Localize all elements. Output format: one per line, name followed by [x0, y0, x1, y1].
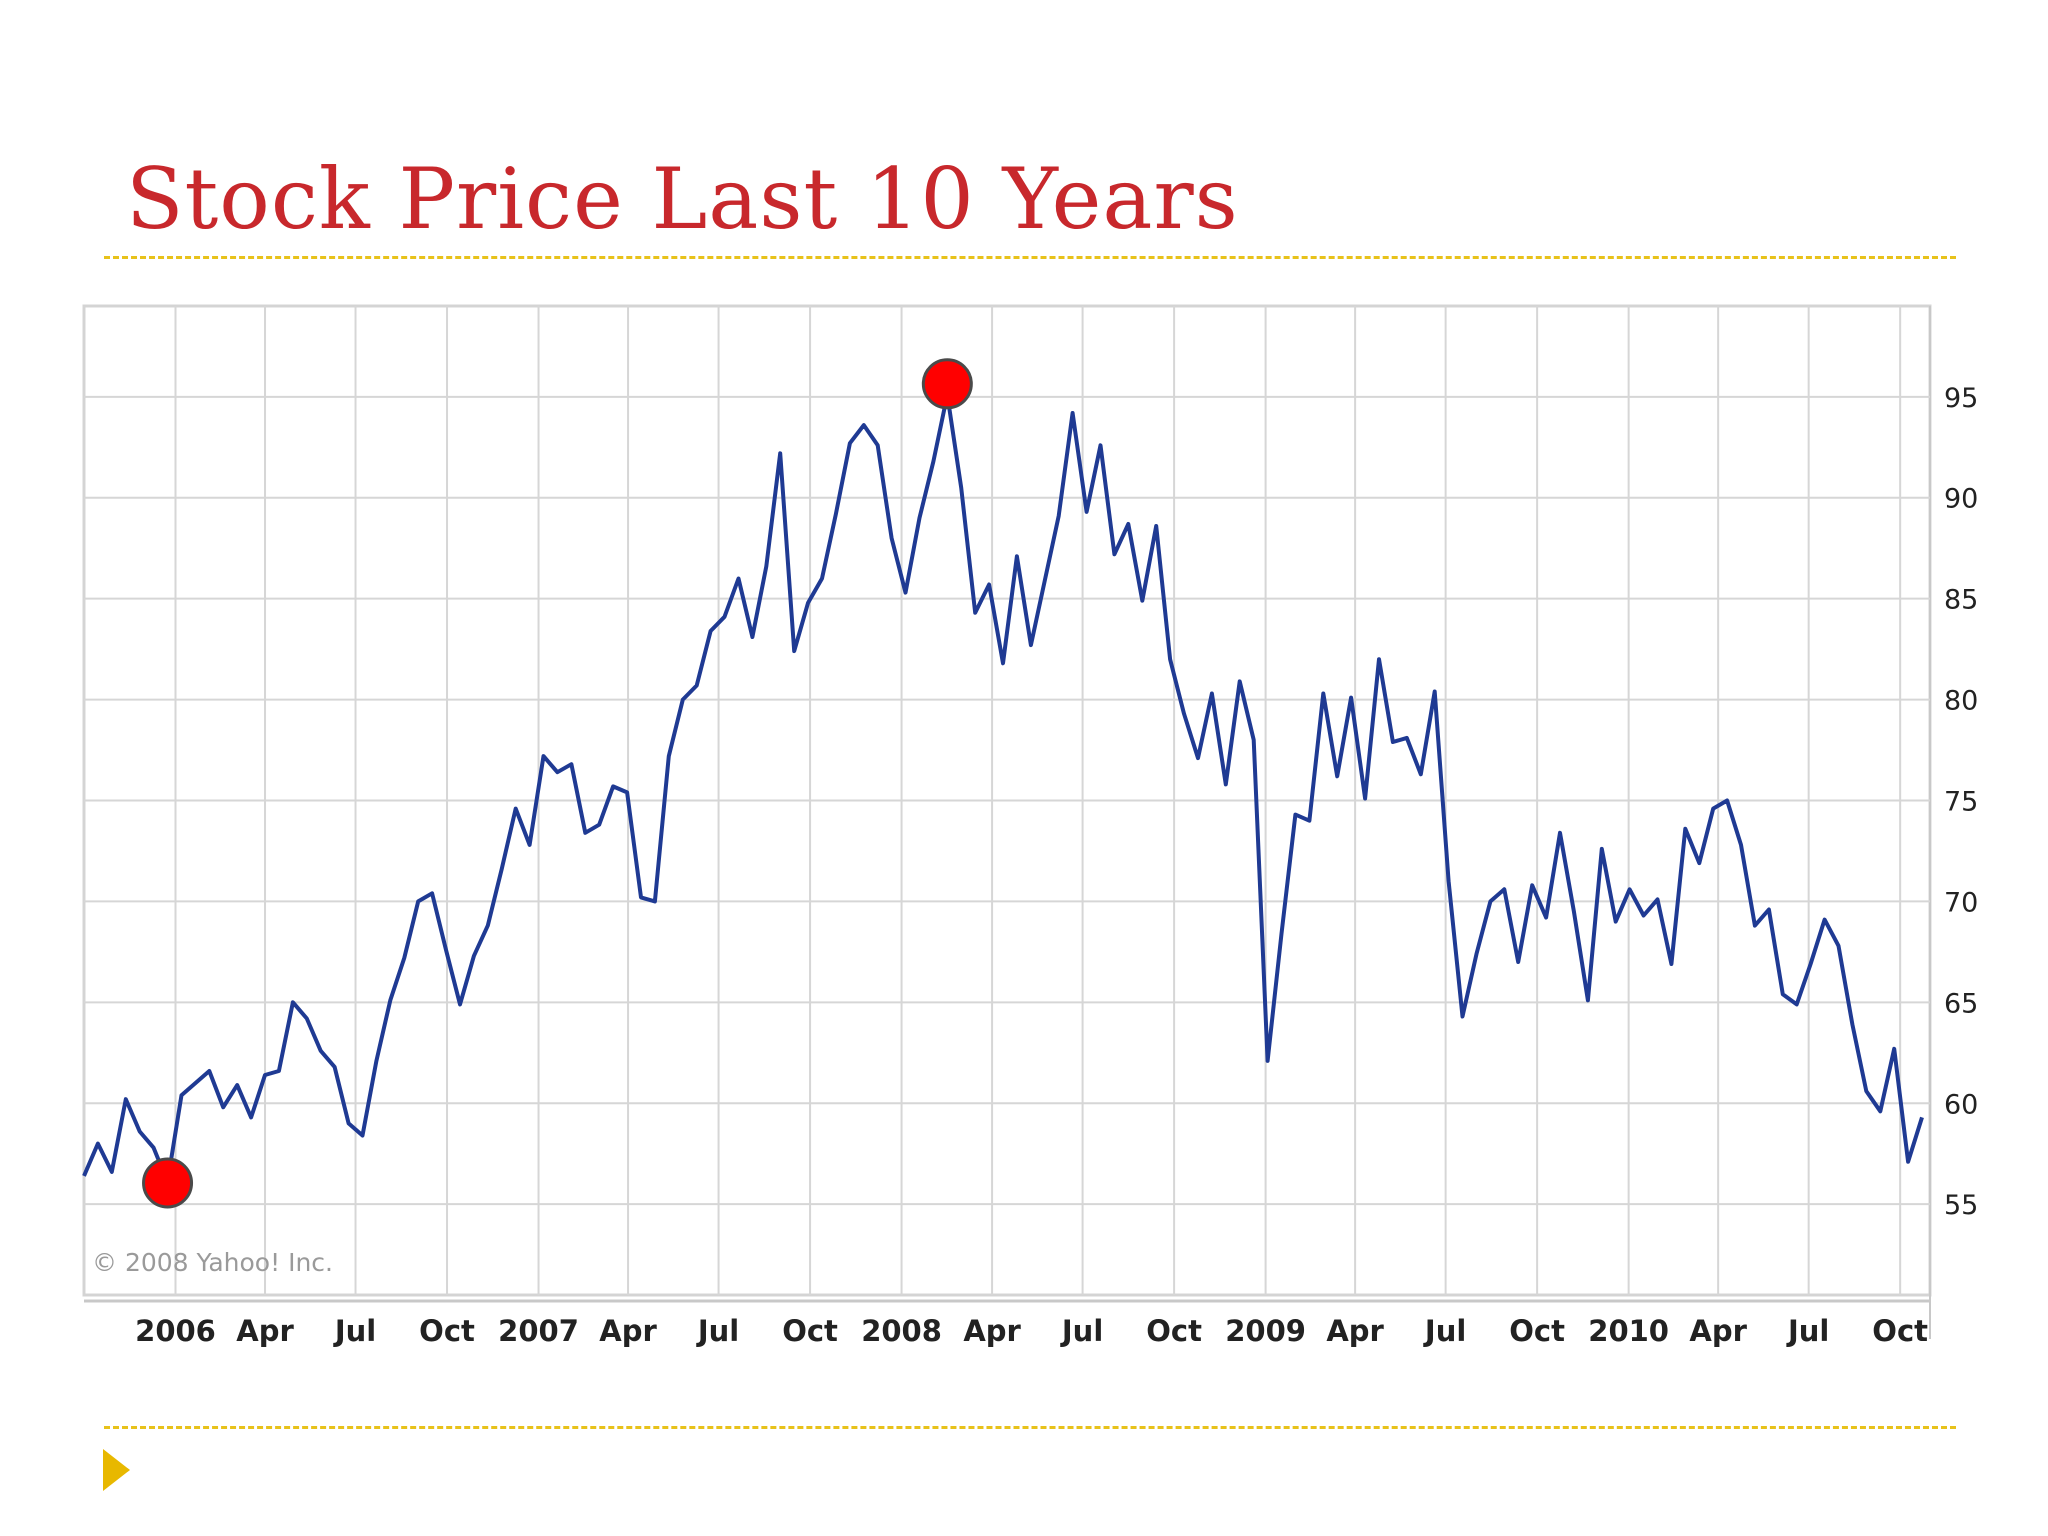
x-tick-label: 2007 [498, 1314, 579, 1348]
x-tick-label: Apr [1689, 1314, 1747, 1348]
y-tick-label: 70 [1944, 887, 1978, 918]
y-tick-label: 95 [1944, 383, 1978, 414]
title-divider [104, 256, 1956, 259]
y-tick-label: 65 [1944, 988, 1978, 1019]
footer-divider [104, 1426, 1956, 1429]
x-tick-label: 2008 [861, 1314, 942, 1348]
x-tick-label: Oct [1509, 1314, 1565, 1348]
y-tick-label: 55 [1944, 1190, 1978, 1221]
y-tick-label: 90 [1944, 484, 1978, 515]
chart-credit: © 2008 Yahoo! Inc. [92, 1248, 333, 1277]
x-tick-label: Oct [419, 1314, 475, 1348]
x-tick-label: Jul [696, 1314, 739, 1348]
x-tick-label: Apr [963, 1314, 1021, 1348]
x-tick-label: 2010 [1588, 1314, 1669, 1348]
slide-title: Stock Price Last 10 Years [126, 150, 1239, 248]
x-tick-label: Apr [236, 1314, 294, 1348]
y-tick-label: 80 [1944, 686, 1978, 717]
x-tick-label: Oct [1872, 1314, 1928, 1348]
x-tick-label: Jul [333, 1314, 376, 1348]
x-tick-label: 2006 [135, 1314, 216, 1348]
x-tick-label: Oct [782, 1314, 838, 1348]
y-tick-label: 85 [1944, 585, 1978, 616]
stock-price-chart: 55 60 65 70 75 80 85 90 95 2006 Apr Jul Oct 2007 Apr J… [82, 304, 1978, 1348]
x-tick-label: Jul [1423, 1314, 1466, 1348]
x-tick-label: Jul [1786, 1314, 1829, 1348]
y-tick-label: 75 [1944, 787, 1978, 818]
x-tick-label: 2009 [1225, 1314, 1306, 1348]
x-tick-label: Jul [1060, 1314, 1103, 1348]
x-tick-label: Apr [1326, 1314, 1384, 1348]
x-tick-label: Oct [1146, 1314, 1202, 1348]
x-tick-label: Apr [599, 1314, 657, 1348]
price-series-line [82, 392, 1924, 1184]
peak-marker [921, 358, 973, 410]
y-tick-label: 60 [1944, 1089, 1978, 1120]
bullet-arrow-icon [103, 1449, 130, 1491]
trough-marker [142, 1157, 194, 1209]
